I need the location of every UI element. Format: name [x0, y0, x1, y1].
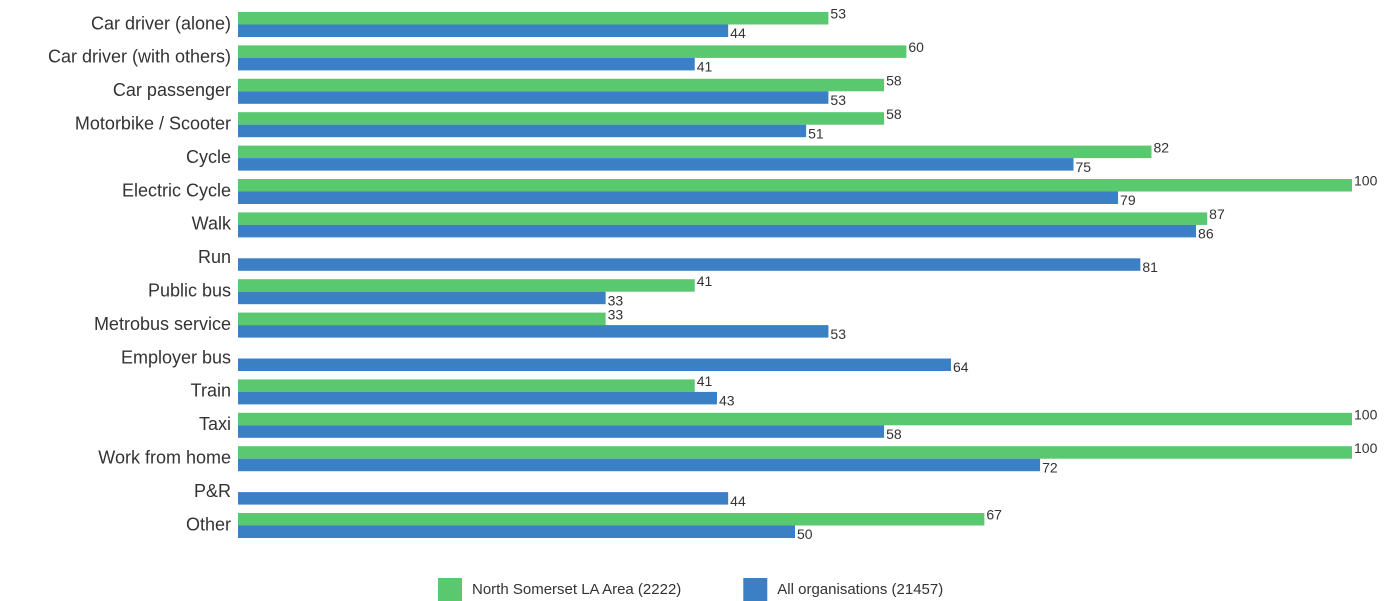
bar — [238, 158, 1074, 171]
value-label: 53 — [830, 6, 846, 22]
bar — [238, 513, 985, 526]
bar — [238, 379, 695, 392]
bar — [238, 325, 829, 338]
bar — [238, 525, 795, 538]
value-label: 100 — [1354, 407, 1378, 423]
value-label: 100 — [1354, 440, 1378, 456]
value-label: 67 — [986, 507, 1002, 523]
bar — [238, 124, 807, 138]
category-label: Car driver (with others) — [48, 47, 231, 67]
category-label: Walk — [192, 214, 232, 234]
category-label: Taxi — [199, 414, 231, 434]
value-label: 60 — [908, 39, 924, 55]
value-label: 41 — [697, 373, 713, 389]
category-label: Cycle — [186, 147, 231, 167]
bar — [238, 212, 1208, 225]
bar — [238, 78, 885, 92]
bar — [238, 179, 1352, 192]
bar — [238, 258, 1141, 271]
category-label: Train — [191, 381, 231, 401]
bar — [238, 45, 907, 58]
category-label: Metrobus service — [94, 314, 231, 334]
bar — [238, 57, 695, 71]
bar — [238, 24, 729, 37]
value-label: 44 — [730, 25, 746, 41]
value-label: 33 — [608, 292, 624, 308]
category-label: Car driver (alone) — [91, 13, 231, 33]
bar — [238, 112, 885, 125]
category-label: Other — [186, 514, 231, 534]
value-label: 64 — [953, 359, 969, 375]
bar — [238, 446, 1352, 459]
bar — [238, 145, 1152, 159]
value-label: 100 — [1354, 173, 1378, 189]
category-label: Run — [198, 247, 231, 267]
bar — [238, 425, 885, 438]
value-label: 41 — [697, 59, 713, 75]
category-label: Car passenger — [113, 80, 231, 100]
category-label: Motorbike / Scooter — [75, 113, 231, 133]
bar — [238, 279, 695, 292]
bar — [238, 12, 829, 25]
value-label: 51 — [808, 125, 824, 141]
bar — [238, 91, 829, 104]
bar — [238, 191, 1119, 204]
category-label: P&R — [194, 481, 231, 501]
value-label: 43 — [719, 393, 735, 409]
bar — [238, 458, 1041, 472]
value-label: 44 — [730, 493, 746, 509]
bar — [238, 492, 729, 505]
value-label: 41 — [697, 273, 713, 289]
value-label: 82 — [1153, 139, 1169, 155]
category-label: Work from home — [98, 447, 231, 467]
value-label: 53 — [830, 326, 846, 342]
value-label: 72 — [1042, 459, 1058, 475]
value-label: 75 — [1076, 159, 1092, 175]
value-label: 33 — [608, 306, 624, 322]
value-label: 86 — [1198, 226, 1214, 242]
category-label: Electric Cycle — [122, 180, 231, 200]
bar — [238, 358, 951, 371]
bar — [238, 312, 606, 326]
bar — [238, 391, 718, 405]
value-label: 53 — [830, 92, 846, 108]
value-label: 79 — [1120, 192, 1136, 208]
legend-swatch — [438, 578, 462, 601]
legend-swatch — [743, 578, 768, 601]
bar — [238, 224, 1197, 238]
value-label: 87 — [1209, 206, 1225, 222]
category-label: Employer bus — [121, 347, 231, 367]
category-label: Public bus — [148, 280, 231, 300]
value-label: 58 — [886, 73, 902, 89]
value-label: 81 — [1142, 259, 1158, 275]
legend-label: North Somerset LA Area (2222) — [472, 581, 681, 598]
value-label: 58 — [886, 426, 902, 442]
legend-label: All organisations (21457) — [777, 581, 943, 598]
bar — [238, 291, 606, 305]
value-label: 50 — [797, 526, 813, 542]
value-label: 58 — [886, 106, 902, 122]
bar — [238, 412, 1352, 426]
